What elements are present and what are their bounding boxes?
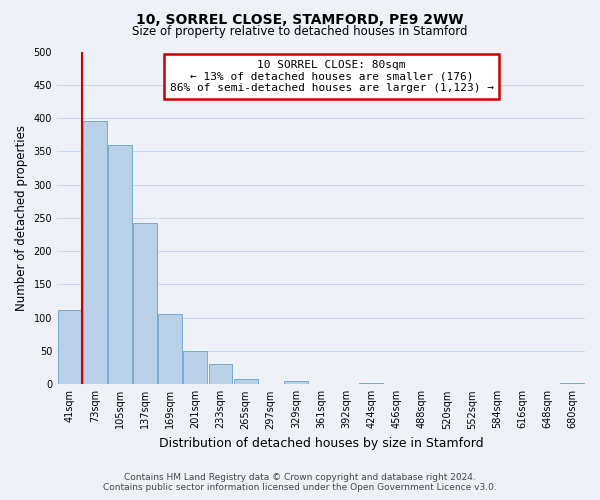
Y-axis label: Number of detached properties: Number of detached properties	[15, 125, 28, 311]
Bar	[359, 383, 383, 384]
Bar	[284, 381, 308, 384]
Text: Contains HM Land Registry data © Crown copyright and database right 2024.
Contai: Contains HM Land Registry data © Crown c…	[103, 473, 497, 492]
Text: 10, SORREL CLOSE, STAMFORD, PE9 2WW: 10, SORREL CLOSE, STAMFORD, PE9 2WW	[136, 12, 464, 26]
X-axis label: Distribution of detached houses by size in Stamford: Distribution of detached houses by size …	[159, 437, 484, 450]
Bar	[209, 364, 232, 384]
Bar	[133, 222, 157, 384]
Bar	[560, 383, 584, 384]
Bar	[184, 351, 207, 384]
Bar	[83, 122, 107, 384]
Bar	[108, 144, 132, 384]
Text: Size of property relative to detached houses in Stamford: Size of property relative to detached ho…	[132, 25, 468, 38]
Bar	[58, 310, 82, 384]
Text: 10 SORREL CLOSE: 80sqm
← 13% of detached houses are smaller (176)
86% of semi-de: 10 SORREL CLOSE: 80sqm ← 13% of detached…	[170, 60, 494, 93]
Bar	[233, 379, 257, 384]
Bar	[158, 314, 182, 384]
